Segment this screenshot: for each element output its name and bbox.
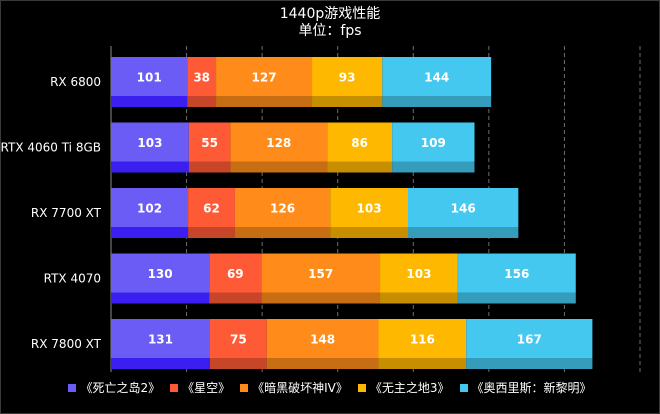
data-label: 101 (137, 71, 162, 85)
data-label: 116 (410, 333, 435, 347)
bar-segment (330, 188, 408, 238)
data-label: 38 (193, 71, 210, 85)
legend-label: 《暗黑破坏神IV》 (252, 381, 348, 395)
bar-segment-shade (380, 292, 458, 304)
category-label: RTX 4070 (44, 272, 101, 286)
data-label: 55 (201, 136, 218, 150)
bar-segment-shade (466, 358, 593, 369)
bar-segment (457, 253, 576, 304)
legend-item: 《死亡之岛2》 (68, 380, 160, 396)
legend-swatch (68, 384, 77, 392)
bar-segment (378, 319, 467, 369)
legend-label: 《星空》 (182, 381, 231, 395)
bar-segment-shade (457, 292, 576, 304)
bar-segment-shade (407, 227, 519, 238)
data-label: 146 (451, 202, 476, 216)
legend-label: 《无主之地3》 (369, 381, 450, 395)
legend-item: 《星空》 (170, 380, 230, 396)
data-label: 167 (517, 333, 542, 347)
data-label: 109 (421, 136, 446, 150)
bar-segment-shade (392, 161, 475, 173)
data-label: 144 (424, 71, 449, 85)
data-label: 75 (230, 333, 247, 347)
bar-segment-shade (230, 161, 328, 173)
data-label: 103 (137, 136, 162, 150)
data-label: 103 (357, 202, 382, 216)
bar-segment (188, 188, 235, 238)
chart-subtitle: 单位：fps (298, 23, 362, 39)
bar-segment-shade (312, 96, 383, 107)
bar-segment-shade (378, 358, 467, 369)
bar-segment-strip (111, 161, 189, 173)
bar-segment (234, 188, 331, 238)
bar-segment-strip (111, 292, 210, 304)
legend-item: 《无主之地3》 (357, 380, 450, 396)
bar-segment-shade (188, 227, 235, 238)
data-label: 62 (203, 202, 220, 216)
legend-label: 《奥西里斯：新黎明》 (471, 381, 592, 395)
data-label: 127 (252, 71, 277, 85)
bar-segment (382, 57, 492, 107)
bar-segment (407, 188, 519, 238)
data-label: 148 (310, 333, 335, 347)
bar-segment (187, 57, 217, 107)
bar-segment-shade (382, 96, 492, 107)
bar-segment-shade (209, 358, 267, 369)
chart-legend: 《死亡之岛2》 《星空》 《暗黑破坏神IV》 《无主之地3》 《奥西里斯：新黎明》 (0, 380, 660, 396)
bar-segment (230, 122, 328, 173)
legend-swatch (357, 384, 366, 392)
bar-segment-strip (111, 358, 210, 369)
bar-segment (188, 122, 231, 173)
bar-segment-shade (234, 227, 331, 238)
bar-segment (466, 319, 593, 369)
bar-segment-shade (209, 292, 262, 304)
bar-segment (209, 319, 267, 369)
category-label: RTX 4060 Ti 8GB (1, 141, 101, 155)
legend-label: 《死亡之岛2》 (80, 381, 161, 395)
data-label: 93 (339, 71, 356, 85)
category-label: RX 6800 (50, 75, 101, 89)
bar-segment (209, 253, 262, 304)
bar-segment-shade (261, 292, 381, 304)
bar-segment-shade (327, 161, 393, 173)
legend-swatch (170, 384, 179, 392)
bar-segment-shade (330, 227, 408, 238)
bar-segment (392, 122, 475, 173)
bar-segment-strip (111, 227, 189, 238)
bar-segment (327, 122, 393, 173)
bar-segment (261, 253, 381, 304)
data-label: 156 (504, 267, 529, 281)
legend-swatch (240, 384, 249, 392)
bar-segment (266, 319, 379, 369)
bar-segment-strip (111, 96, 188, 107)
data-label: 131 (148, 333, 173, 347)
bar-segment-shade (187, 96, 217, 107)
bar-segment (312, 57, 383, 107)
legend-swatch (459, 384, 468, 392)
legend-item: 《暗黑破坏神IV》 (240, 380, 348, 396)
data-label: 103 (406, 267, 431, 281)
data-label: 69 (227, 267, 244, 281)
category-label: RX 7700 XT (31, 206, 102, 220)
legend-item: 《奥西里斯：新黎明》 (459, 380, 592, 396)
data-label: 102 (137, 202, 162, 216)
bar-segment-shade (266, 358, 379, 369)
bar-segment (216, 57, 313, 107)
category-label: RX 7800 XT (31, 337, 102, 351)
chart-title: 1440p游戏性能 (279, 6, 381, 22)
bar-segment-shade (188, 161, 231, 173)
bar-segment-shade (216, 96, 313, 107)
bar-segment (380, 253, 458, 304)
data-label: 86 (351, 136, 368, 150)
data-label: 130 (148, 267, 173, 281)
data-label: 157 (308, 267, 333, 281)
data-label: 126 (270, 202, 295, 216)
data-label: 128 (266, 136, 291, 150)
